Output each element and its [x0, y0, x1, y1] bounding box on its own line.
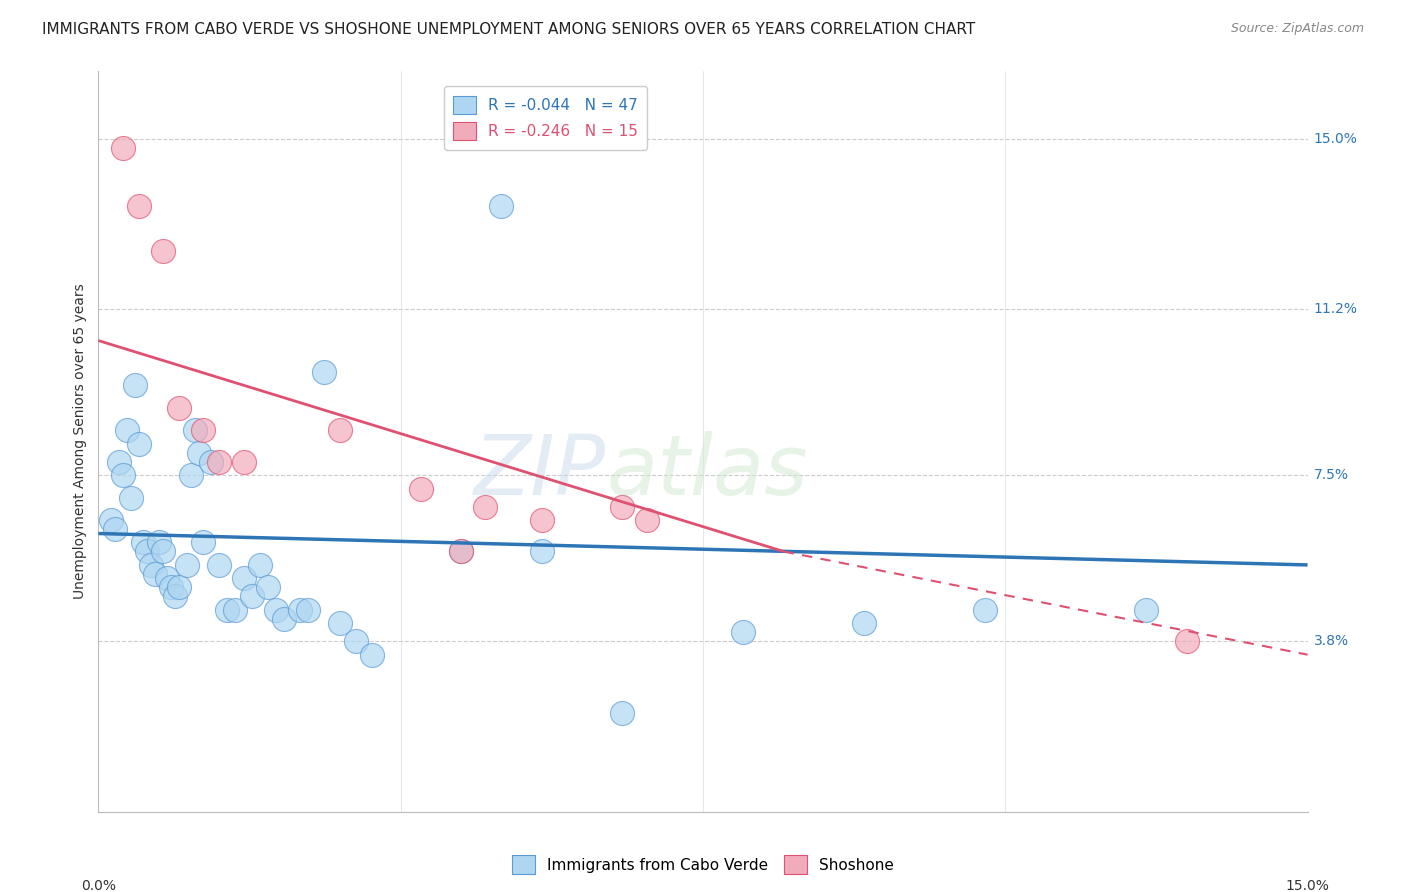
Point — [491, 199, 513, 213]
Point — [314, 365, 336, 379]
Point — [143, 566, 166, 581]
Point — [273, 612, 295, 626]
Point — [184, 423, 207, 437]
Point — [176, 558, 198, 572]
Point — [450, 544, 472, 558]
Point — [100, 513, 122, 527]
Point — [530, 513, 553, 527]
Point — [193, 423, 215, 437]
Point — [344, 634, 367, 648]
Point — [148, 535, 170, 549]
Point — [217, 603, 239, 617]
Point — [103, 522, 125, 536]
Point — [167, 580, 190, 594]
Point — [160, 580, 183, 594]
Text: IMMIGRANTS FROM CABO VERDE VS SHOSHONE UNEMPLOYMENT AMONG SENIORS OVER 65 YEARS : IMMIGRANTS FROM CABO VERDE VS SHOSHONE U… — [42, 22, 976, 37]
Point — [733, 625, 755, 640]
Point — [124, 378, 146, 392]
Point — [1135, 603, 1157, 617]
Text: 0.0%: 0.0% — [82, 879, 115, 892]
Text: 15.0%: 15.0% — [1313, 132, 1358, 145]
Point — [208, 558, 231, 572]
Text: 11.2%: 11.2% — [1313, 302, 1358, 316]
Point — [530, 544, 553, 558]
Text: 15.0%: 15.0% — [1285, 879, 1330, 892]
Point — [612, 500, 634, 514]
Point — [361, 648, 384, 662]
Point — [193, 535, 215, 549]
Text: Source: ZipAtlas.com: Source: ZipAtlas.com — [1230, 22, 1364, 36]
Point — [180, 468, 202, 483]
Point — [264, 603, 287, 617]
Point — [409, 482, 432, 496]
Point — [128, 199, 150, 213]
Point — [329, 616, 352, 631]
Point — [297, 603, 319, 617]
Point — [107, 455, 129, 469]
Point — [240, 590, 263, 604]
Point — [139, 558, 162, 572]
Point — [249, 558, 271, 572]
Point — [208, 455, 231, 469]
Point — [163, 590, 186, 604]
Point — [853, 616, 876, 631]
Point — [232, 571, 254, 585]
Point — [152, 544, 174, 558]
Point — [111, 141, 134, 155]
Point — [232, 455, 254, 469]
Point — [612, 706, 634, 720]
Point — [111, 468, 134, 483]
Point — [167, 401, 190, 415]
Legend: R = -0.044   N = 47, R = -0.246   N = 15: R = -0.044 N = 47, R = -0.246 N = 15 — [444, 87, 648, 150]
Text: 7.5%: 7.5% — [1313, 468, 1348, 483]
Point — [224, 603, 246, 617]
Point — [132, 535, 155, 549]
Point — [120, 491, 142, 505]
Text: ZIP: ZIP — [474, 431, 606, 512]
Point — [1175, 634, 1198, 648]
Legend: Immigrants from Cabo Verde, Shoshone: Immigrants from Cabo Verde, Shoshone — [506, 849, 900, 880]
Point — [329, 423, 352, 437]
Point — [188, 446, 211, 460]
Point — [156, 571, 179, 585]
Point — [450, 544, 472, 558]
Point — [128, 437, 150, 451]
Point — [115, 423, 138, 437]
Point — [256, 580, 278, 594]
Text: atlas: atlas — [606, 431, 808, 512]
Point — [636, 513, 658, 527]
Point — [200, 455, 222, 469]
Point — [152, 244, 174, 258]
Point — [474, 500, 496, 514]
Point — [288, 603, 311, 617]
Y-axis label: Unemployment Among Seniors over 65 years: Unemployment Among Seniors over 65 years — [73, 284, 87, 599]
Point — [974, 603, 997, 617]
Point — [135, 544, 157, 558]
Text: 3.8%: 3.8% — [1313, 634, 1348, 648]
